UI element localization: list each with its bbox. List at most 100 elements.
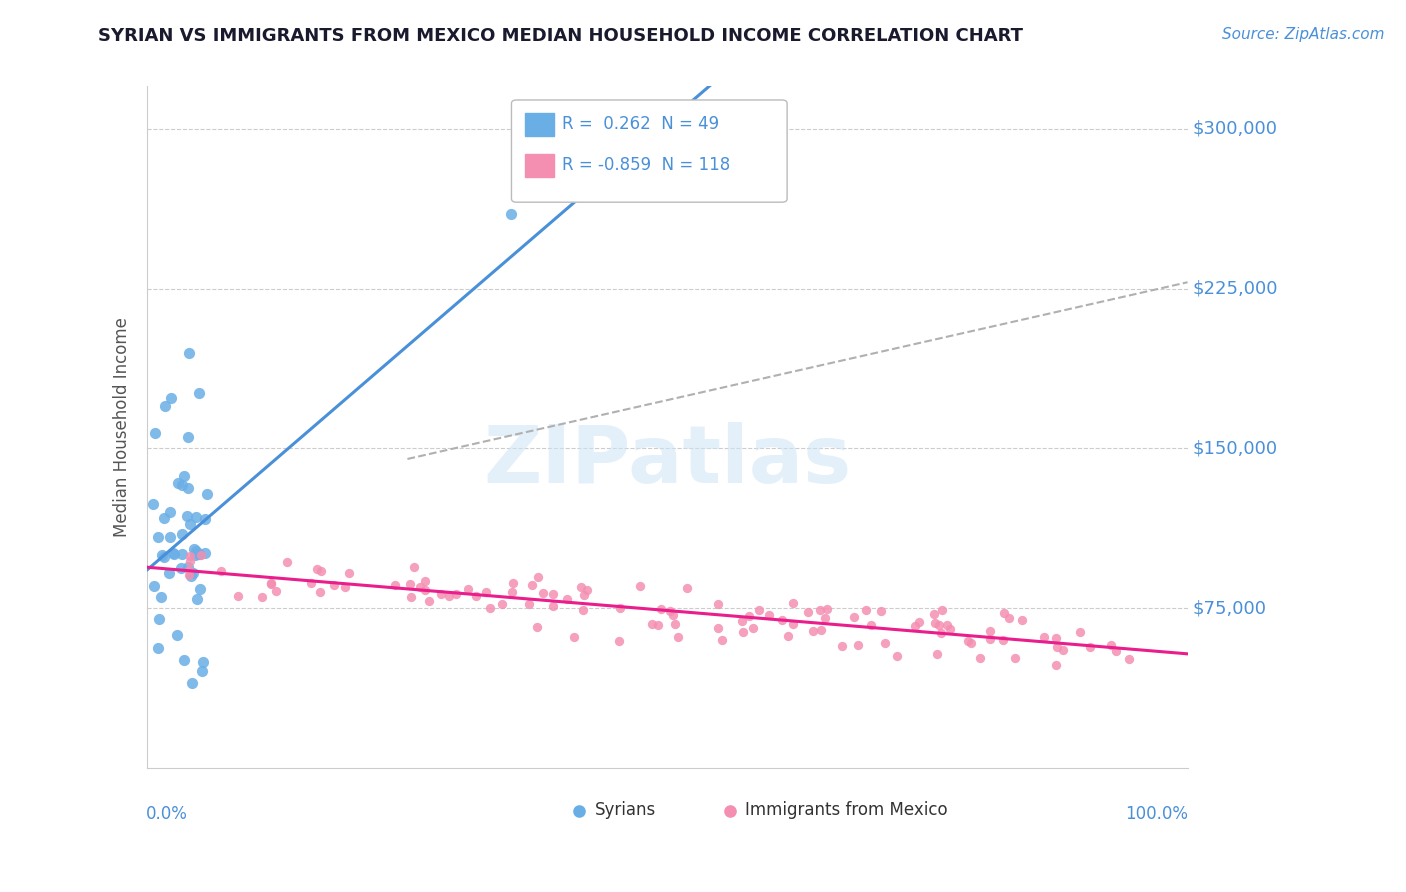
Point (170, 547, 193, 561)
Point (444, 587, 467, 601)
Point (177, 430, 200, 444)
Point (641, 616, 664, 631)
Text: Syrians: Syrians (595, 801, 657, 819)
Point (526, 619, 548, 633)
Point (166, 628, 188, 642)
Point (184, 510, 207, 524)
Point (264, 583, 287, 598)
Point (770, 613, 793, 627)
Point (979, 624, 1001, 638)
Point (979, 632, 1001, 646)
Point (464, 589, 486, 603)
Point (738, 608, 761, 623)
Point (143, 426, 166, 441)
Text: 0.0%: 0.0% (146, 805, 188, 823)
Point (172, 478, 194, 492)
Point (173, 469, 195, 483)
Point (384, 578, 406, 592)
Point (305, 562, 328, 576)
Point (187, 547, 209, 561)
Point (1004, 651, 1026, 665)
Point (846, 639, 869, 653)
Point (260, 576, 283, 591)
Text: $300,000: $300,000 (1192, 120, 1278, 138)
Point (183, 566, 205, 581)
Point (167, 476, 190, 491)
Point (925, 647, 948, 661)
Point (142, 579, 165, 593)
Point (998, 611, 1021, 625)
Point (931, 603, 953, 617)
Point (831, 639, 853, 653)
Point (146, 640, 169, 655)
Point (191, 655, 214, 669)
Point (153, 510, 176, 524)
Point (190, 664, 212, 678)
Point (150, 548, 173, 562)
Point (209, 564, 232, 578)
Point (437, 589, 460, 603)
Point (177, 345, 200, 359)
Point (157, 566, 180, 580)
Point (160, 391, 183, 405)
Point (870, 604, 893, 618)
Point (628, 579, 651, 593)
Point (1069, 625, 1091, 640)
Point (568, 761, 591, 775)
Point (928, 618, 950, 632)
Point (162, 545, 184, 559)
Point (569, 581, 592, 595)
Point (333, 580, 356, 594)
Point (707, 621, 730, 635)
Point (276, 555, 298, 569)
Point (180, 675, 202, 690)
Point (170, 527, 193, 541)
Point (855, 602, 877, 616)
Point (188, 547, 211, 561)
Text: $225,000: $225,000 (1192, 279, 1278, 298)
Point (179, 517, 201, 532)
Point (797, 606, 820, 620)
Point (309, 564, 332, 578)
Point (814, 611, 837, 625)
Point (176, 481, 198, 495)
Point (404, 559, 426, 574)
FancyBboxPatch shape (512, 100, 787, 202)
Point (572, 603, 595, 617)
Point (501, 585, 523, 599)
Point (153, 549, 176, 564)
Point (1052, 642, 1074, 657)
Point (969, 651, 991, 665)
Point (859, 618, 882, 632)
Point (475, 585, 498, 599)
Point (801, 624, 824, 639)
Point (1118, 652, 1140, 666)
Point (533, 586, 555, 600)
Point (322, 578, 344, 592)
Point (886, 649, 908, 664)
Point (810, 623, 832, 637)
Point (718, 761, 741, 775)
Point (676, 581, 699, 595)
Point (478, 600, 501, 615)
Point (184, 548, 207, 562)
Point (1099, 638, 1122, 652)
Point (1045, 632, 1067, 646)
Point (647, 618, 669, 632)
Point (177, 568, 200, 582)
Point (409, 580, 432, 594)
Point (956, 633, 979, 648)
Point (748, 602, 770, 616)
Point (299, 576, 322, 591)
Point (177, 559, 200, 574)
Point (993, 632, 1015, 647)
Point (399, 590, 422, 604)
Point (607, 633, 630, 648)
Point (520, 578, 543, 592)
Point (176, 509, 198, 524)
Point (163, 547, 186, 561)
Point (173, 653, 195, 667)
Point (155, 399, 177, 413)
Point (501, 207, 523, 221)
Point (226, 589, 249, 603)
